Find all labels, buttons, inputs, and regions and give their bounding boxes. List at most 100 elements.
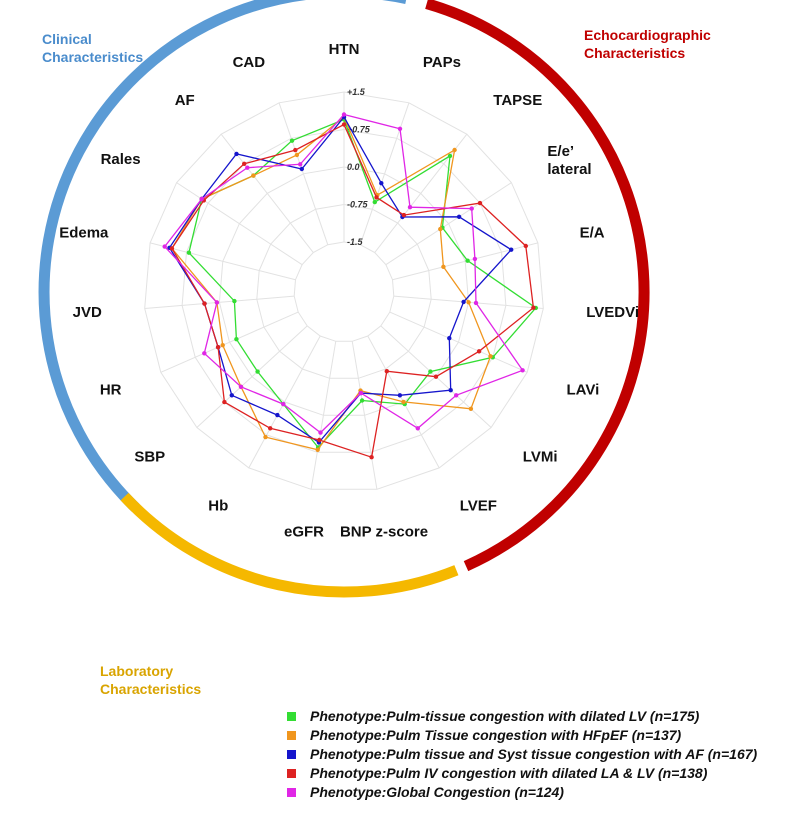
data-point <box>520 368 525 373</box>
grid-spoke <box>389 311 528 373</box>
axis-label: HTN <box>329 41 360 58</box>
data-point <box>509 247 514 252</box>
axis-label: Hb <box>208 498 228 515</box>
series-line <box>188 118 537 449</box>
data-point <box>359 398 365 403</box>
tick-labels: +1.5 +0.75 0.0 -0.75 -1.5 <box>347 87 371 247</box>
clinical-arc <box>38 0 407 512</box>
grid-ring-5 <box>144 91 544 490</box>
grid-spoke <box>359 102 410 245</box>
data-point <box>245 165 250 170</box>
data-point <box>299 166 304 172</box>
legend-swatch <box>287 750 296 759</box>
data-point <box>281 401 286 407</box>
data-point <box>263 434 268 440</box>
data-point <box>447 336 452 341</box>
axis-label: E/e’ lateral <box>547 143 591 178</box>
axis-label: JVD <box>73 304 102 321</box>
grid-spoke <box>374 133 468 253</box>
grid-ring-4 <box>181 128 507 453</box>
data-point <box>317 437 322 443</box>
data-point <box>401 212 407 218</box>
series-3 <box>167 114 514 445</box>
data-point <box>215 345 221 350</box>
grid-spoke <box>196 325 308 428</box>
clinical-title: Clinical Characteristics <box>42 31 143 65</box>
data-point <box>452 147 457 153</box>
data-point <box>294 152 300 158</box>
data-point <box>461 299 466 305</box>
axis-label: AF <box>175 92 195 109</box>
data-point <box>220 343 225 348</box>
grid-spoke <box>310 341 337 490</box>
legend-label: Phenotype:Pulm Tissue congestion with HF… <box>310 727 682 743</box>
data-point <box>275 412 280 418</box>
data-point <box>199 196 204 202</box>
axis-label: SBP <box>134 449 165 466</box>
series-line <box>168 115 513 444</box>
data-point <box>466 300 471 305</box>
axis-label: Edema <box>59 224 109 241</box>
data-point <box>441 264 446 269</box>
data-point <box>448 388 453 393</box>
data-point <box>293 147 298 153</box>
legend-label: Phenotype:Pulm tissue and Syst tissue co… <box>310 746 758 762</box>
data-point <box>315 447 320 452</box>
series-lines <box>162 112 538 460</box>
series-5 <box>162 112 525 435</box>
data-point <box>397 126 403 131</box>
grid-spoke <box>385 182 512 266</box>
data-point <box>341 112 347 117</box>
data-point <box>531 305 536 310</box>
legend-label: Phenotype:Pulm-tissue congestion with di… <box>310 708 700 724</box>
legend: Phenotype:Pulm-tissue congestion with di… <box>287 708 758 800</box>
legend-swatch <box>287 731 296 740</box>
legend-label: Phenotype:Pulm IV congestion with dilate… <box>310 765 708 781</box>
laboratory-title: Laboratory Characteristics <box>100 663 201 697</box>
data-point <box>465 258 470 263</box>
series-line <box>171 123 535 459</box>
data-point <box>428 369 433 374</box>
data-point <box>469 206 474 211</box>
data-point <box>341 122 347 127</box>
grid-spoke <box>351 341 378 490</box>
data-point <box>415 426 420 431</box>
laboratory-arc <box>120 492 459 598</box>
data-point <box>162 244 167 249</box>
tick-label: -0.75 <box>347 200 369 210</box>
group-arcs <box>38 0 650 598</box>
data-point <box>433 374 439 379</box>
data-point <box>438 226 443 232</box>
axis-label: CAD <box>233 54 266 71</box>
legend-swatch <box>287 788 296 797</box>
tick-label: 0.0 <box>347 162 360 172</box>
data-point <box>202 351 207 356</box>
axis-label: LVEDVi <box>586 304 639 321</box>
echocardiographic-arc <box>425 0 650 572</box>
grid-ring-3 <box>218 166 470 416</box>
data-point <box>488 354 493 359</box>
data-point <box>251 173 256 178</box>
data-point <box>169 246 175 251</box>
data-point <box>372 199 377 205</box>
grid-spoke <box>392 242 539 281</box>
axis-label: LVEF <box>460 498 497 515</box>
data-point <box>242 161 247 166</box>
data-point <box>214 300 220 305</box>
grid-spoke <box>248 335 321 469</box>
axis-label: LAVi <box>567 382 600 399</box>
data-point <box>456 214 462 219</box>
data-point <box>369 455 374 460</box>
axis-label: TAPSE <box>493 92 542 109</box>
grid-spoke <box>278 102 329 245</box>
axis-label: HR <box>100 382 122 399</box>
grid-spoke <box>176 182 303 266</box>
data-point <box>298 162 303 167</box>
axis-label: PAPs <box>423 54 461 71</box>
group-titles: Clinical Characteristics Echocardiographic… <box>42 27 711 697</box>
data-point <box>234 337 239 342</box>
axis-label: BNP z-score <box>340 524 428 541</box>
data-point <box>268 426 273 431</box>
axis-label: E/A <box>580 224 605 241</box>
